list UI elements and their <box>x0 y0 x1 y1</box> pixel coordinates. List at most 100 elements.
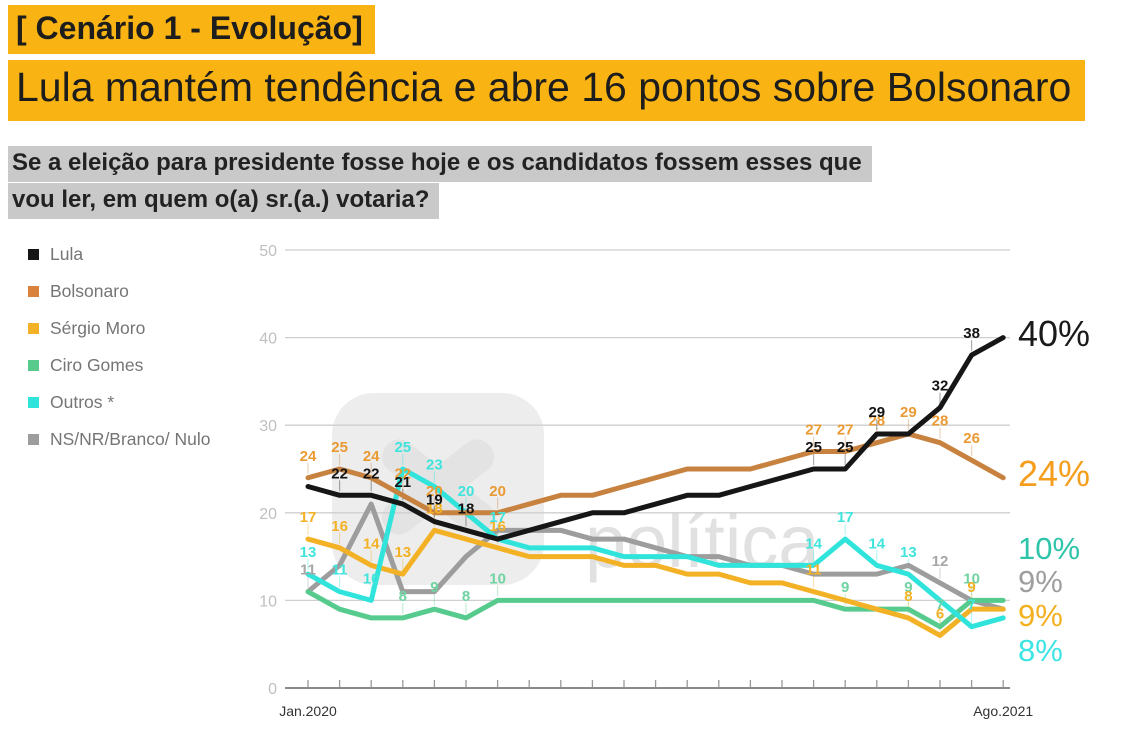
point-label-lula: 22 <box>331 465 348 482</box>
point-label-moro: 9 <box>967 579 975 596</box>
point-label-lula: 22 <box>363 465 380 482</box>
legend-label: Bolsonaro <box>50 281 129 301</box>
point-label-outros: 13 <box>900 544 917 561</box>
point-label-lula: 25 <box>805 439 822 456</box>
series-line-bolsonaro <box>305 431 1006 516</box>
point-label-outros: 25 <box>394 439 411 456</box>
point-label-outros: 14 <box>805 535 822 552</box>
point-label-bolsonaro: 29 <box>900 404 917 421</box>
point-label-ciro: 10 <box>963 570 980 587</box>
point-label-nsnr: 12 <box>932 553 949 570</box>
legend-swatch <box>28 249 39 260</box>
chart-value-label: 40 <box>259 331 277 348</box>
point-label-moro: 17 <box>300 509 317 526</box>
survey-question: Se a eleição para presidente fosse hoje … <box>8 146 872 220</box>
point-label-ciro: 9 <box>841 579 849 596</box>
point-label-lula: 19 <box>426 492 443 509</box>
point-label-moro: 8 <box>904 588 912 605</box>
point-label-moro: 18 <box>426 500 443 517</box>
point-label-lula: 32 <box>932 378 949 395</box>
point-label-bolsonaro: 24 <box>300 448 317 465</box>
series-line-moro <box>305 527 1006 638</box>
point-label-outros: 13 <box>300 544 317 561</box>
point-label-lula: 21 <box>394 474 411 491</box>
scenario-tagline: [ Cenário 1 - Evolução] <box>8 5 375 54</box>
point-label-moro: 13 <box>394 544 411 561</box>
legend-swatch <box>28 360 39 371</box>
page-title: Lula mantém tendência e abre 16 pontos s… <box>8 60 1086 121</box>
series-line-nsnr <box>305 501 1006 612</box>
x-axis-last-label: Ago.2021 <box>973 703 1033 719</box>
end-label: 40% <box>1018 313 1090 354</box>
legend-swatch <box>28 323 39 334</box>
point-label-moro: 14 <box>363 535 380 552</box>
point-label-lula: 18 <box>458 500 475 517</box>
end-label: 10% <box>1018 531 1080 566</box>
chart-value-label: 20 <box>259 506 277 523</box>
legend-swatch <box>28 397 39 408</box>
x-axis-first-label: Jan.2020 <box>279 703 337 719</box>
chart-value-label: 50 <box>259 243 277 260</box>
end-label: 24% <box>1018 453 1090 494</box>
legend-item-bolsonaro: Bolsonaro <box>28 281 218 302</box>
point-label-lula: 29 <box>868 404 885 421</box>
point-label-outros: 11 <box>332 562 348 579</box>
point-label-bolsonaro: 20 <box>489 483 506 500</box>
legend-label: Outros * <box>50 392 115 412</box>
legend-item-lula: Lula <box>28 244 218 265</box>
point-label-lula: 25 <box>837 439 854 456</box>
point-label-outros: 23 <box>426 457 443 474</box>
survey-question-line1: Se a eleição para presidente fosse hoje … <box>8 146 872 182</box>
point-label-ciro: 9 <box>904 579 912 596</box>
legend-label: Ciro Gomes <box>50 355 144 375</box>
point-label-outros: 17 <box>837 509 854 526</box>
series-line-ciro <box>305 589 1006 630</box>
point-label-bolsonaro: 28 <box>868 413 885 430</box>
legend-swatch <box>28 434 39 445</box>
point-label-bolsonaro: 26 <box>963 430 980 447</box>
point-label-ciro: 10 <box>489 570 506 587</box>
legend-label: Lula <box>50 244 84 264</box>
point-label-ciro: 9 <box>430 579 438 596</box>
point-label-moro: 11 <box>806 562 822 579</box>
point-label-bolsonaro: 27 <box>805 421 822 438</box>
point-label-ciro: 7 <box>936 597 944 614</box>
point-label-outros: 14 <box>868 535 885 552</box>
point-label-outros: 7 <box>967 597 975 614</box>
chart-value-label: 0 <box>268 681 277 698</box>
chart-value-label: 10 <box>259 593 277 610</box>
series-line-lula <box>305 335 1006 542</box>
point-label-lula: 38 <box>963 325 980 342</box>
survey-question-line2: vou ler, em quem o(a) sr.(a.) votaria? <box>8 183 440 219</box>
legend-label: Sérgio Moro <box>50 318 146 338</box>
point-label-ciro: 8 <box>399 588 407 605</box>
end-label: 8% <box>1018 633 1063 668</box>
point-label-outros: 17 <box>489 509 506 526</box>
point-label-bolsonaro: 28 <box>932 413 949 430</box>
chart-legend: Lula Bolsonaro Sérgio Moro Ciro Gomes Outros… <box>28 244 218 466</box>
point-label-nsnr: 11 <box>300 562 316 579</box>
series-line-outros <box>305 466 1006 630</box>
end-label: 9% <box>1018 564 1063 599</box>
end-label: 9% <box>1018 598 1063 633</box>
point-label-bolsonaro: 27 <box>837 421 854 438</box>
point-label-bolsonaro: 22 <box>394 465 411 482</box>
legend-item-s-rgio-moro: Sérgio Moro <box>28 318 218 339</box>
point-label-outros: 10 <box>363 570 380 587</box>
chart-value-label: 30 <box>259 418 277 435</box>
legend-item-outros: Outros * <box>28 392 218 413</box>
legend-swatch <box>28 286 39 297</box>
point-label-bolsonaro: 25 <box>331 439 348 456</box>
point-label-ciro: 8 <box>462 588 470 605</box>
point-label-outros: 20 <box>458 483 475 500</box>
point-label-moro: 16 <box>331 518 348 535</box>
point-label-moro: 16 <box>489 518 506 535</box>
legend-item-ns-nr-branco-nulo: NS/NR/Branco/ Nulo <box>28 429 218 450</box>
point-label-moro: 6 <box>936 605 944 622</box>
legend-label: NS/NR/Branco/ Nulo <box>50 429 211 449</box>
point-label-bolsonaro: 20 <box>426 483 443 500</box>
point-label-bolsonaro: 24 <box>363 448 380 465</box>
legend-item-ciro-gomes: Ciro Gomes <box>28 355 218 376</box>
